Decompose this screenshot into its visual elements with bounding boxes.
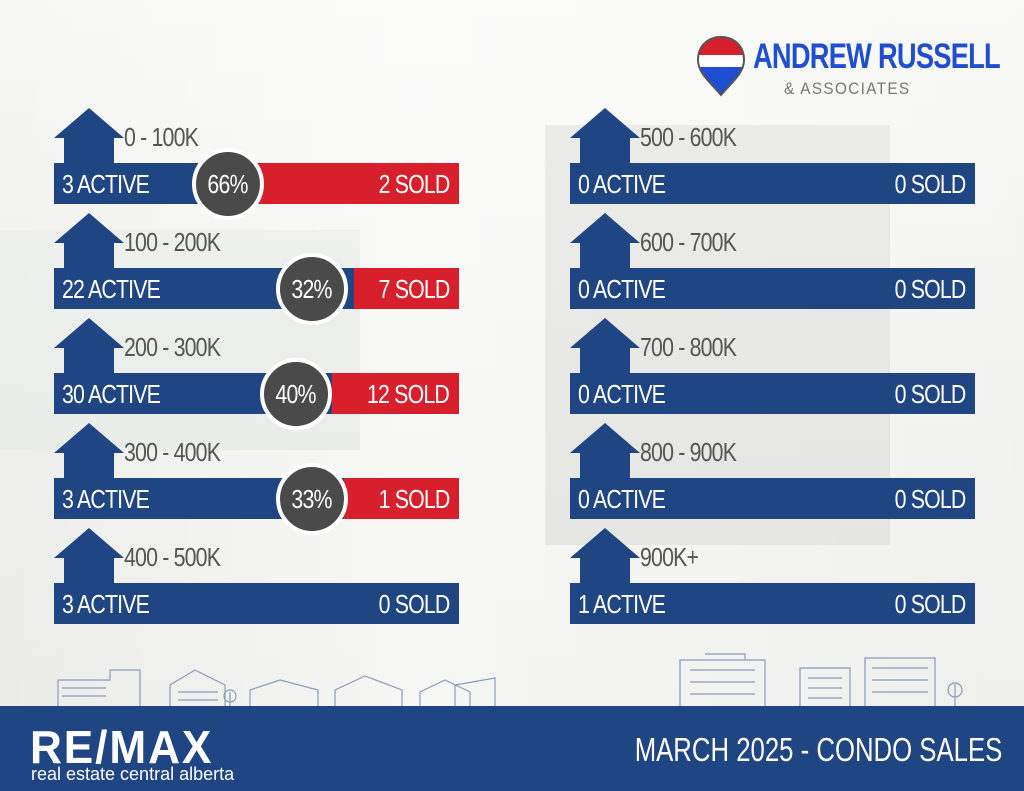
agent-name: ANDREW RUSSELL [753, 37, 1001, 76]
price-range-label: 800 - 900K [640, 437, 737, 467]
price-range-label: 0 - 100K [124, 122, 199, 152]
house-icon [570, 528, 640, 584]
house-icon [570, 318, 640, 374]
absorption-rate-value: 32% [291, 274, 333, 304]
price-range-row: 300 - 400K 3 ACTIVE 1 SOLD 33% [54, 423, 459, 535]
active-count: 3 ACTIVE [62, 169, 150, 199]
house-icon [570, 108, 640, 164]
inventory-bar: 3 ACTIVE 1 SOLD 33% [54, 463, 459, 535]
inventory-bar: 0 ACTIVE 0 SOLD [570, 268, 975, 309]
agent-logo: ANDREW RUSSELL & ASSOCIATES [696, 35, 1001, 100]
house-icon [54, 213, 124, 269]
active-count: 0 ACTIVE [578, 274, 666, 304]
price-range-label: 900K+ [640, 542, 699, 572]
sold-bar-segment [344, 478, 459, 519]
inventory-bar: 1 ACTIVE 0 SOLD [570, 583, 975, 624]
active-count: 3 ACTIVE [62, 484, 150, 514]
house-icon [570, 423, 640, 479]
price-range-row: 500 - 600K 0 ACTIVE 0 SOLD [570, 108, 975, 204]
price-range-row: 0 - 100K 3 ACTIVE 2 SOLD 66% [54, 108, 459, 220]
inventory-bar: 3 ACTIVE 2 SOLD 66% [54, 148, 459, 220]
footer-bar: RE/MAX real estate central alberta MARCH… [0, 706, 1024, 791]
house-icon [54, 423, 124, 479]
price-range-row: 400 - 500K 3 ACTIVE 0 SOLD [54, 528, 459, 624]
absorption-rate-badge: 33% [276, 463, 348, 535]
absorption-rate-badge: 66% [192, 148, 264, 220]
active-count: 0 ACTIVE [578, 379, 666, 409]
remax-tagline: real estate central alberta [31, 764, 235, 784]
sold-count: 1 SOLD [378, 484, 450, 514]
price-range-label: 600 - 700K [640, 227, 737, 257]
price-range-row: 800 - 900K 0 ACTIVE 0 SOLD [570, 423, 975, 519]
sold-count: 0 SOLD [378, 589, 450, 619]
active-count: 1 ACTIVE [578, 589, 666, 619]
price-range-label: 300 - 400K [124, 437, 221, 467]
active-count: 30 ACTIVE [62, 379, 161, 409]
sold-count: 0 SOLD [894, 379, 966, 409]
price-range-label: 200 - 300K [124, 332, 221, 362]
house-icon [54, 318, 124, 374]
active-count: 0 ACTIVE [578, 169, 666, 199]
house-icon [570, 213, 640, 269]
inventory-bar: 0 ACTIVE 0 SOLD [570, 163, 975, 204]
price-range-label: 700 - 800K [640, 332, 737, 362]
inventory-bar: 0 ACTIVE 0 SOLD [570, 373, 975, 414]
sold-count: 12 SOLD [367, 379, 450, 409]
inventory-bar: 30 ACTIVE 12 SOLD 40% [54, 358, 459, 430]
active-count: 0 ACTIVE [578, 484, 666, 514]
absorption-rate-value: 40% [275, 379, 317, 409]
sold-count: 0 SOLD [894, 589, 966, 619]
sold-count: 0 SOLD [894, 274, 966, 304]
active-count: 22 ACTIVE [62, 274, 161, 304]
price-range-row: 100 - 200K 22 ACTIVE 7 SOLD 32% [54, 213, 459, 325]
inventory-bar: 0 ACTIVE 0 SOLD [570, 478, 975, 519]
active-count: 3 ACTIVE [62, 589, 150, 619]
absorption-rate-value: 33% [291, 484, 333, 514]
price-range-row: 200 - 300K 30 ACTIVE 12 SOLD 40% [54, 318, 459, 430]
inventory-bar: 22 ACTIVE 7 SOLD 32% [54, 253, 459, 325]
price-range-label: 500 - 600K [640, 122, 737, 152]
price-range-label: 100 - 200K [124, 227, 221, 257]
absorption-rate-value: 66% [207, 169, 249, 199]
remax-logo: RE/MAX [30, 721, 214, 773]
sold-bar-segment [259, 163, 459, 204]
sold-count: 0 SOLD [894, 169, 966, 199]
absorption-rate-badge: 40% [260, 358, 332, 430]
sold-bar-segment [332, 373, 459, 414]
inventory-bar: 3 ACTIVE 0 SOLD [54, 583, 459, 624]
house-icon [54, 108, 124, 164]
absorption-rate-badge: 32% [276, 253, 348, 325]
sold-count: 2 SOLD [378, 169, 450, 199]
house-icon [54, 528, 124, 584]
price-range-row: 600 - 700K 0 ACTIVE 0 SOLD [570, 213, 975, 309]
sold-bar-segment [354, 268, 459, 309]
sold-count: 7 SOLD [378, 274, 450, 304]
balloon-icon [696, 35, 746, 97]
skyline-illustration [30, 653, 1000, 709]
price-range-label: 400 - 500K [124, 542, 221, 572]
sold-count: 0 SOLD [894, 484, 966, 514]
report-title: MARCH 2025 - CONDO SALES [634, 731, 1002, 768]
price-range-row: 900K+ 1 ACTIVE 0 SOLD [570, 528, 975, 624]
price-range-row: 700 - 800K 0 ACTIVE 0 SOLD [570, 318, 975, 414]
agent-subtitle: & ASSOCIATES [784, 79, 911, 98]
